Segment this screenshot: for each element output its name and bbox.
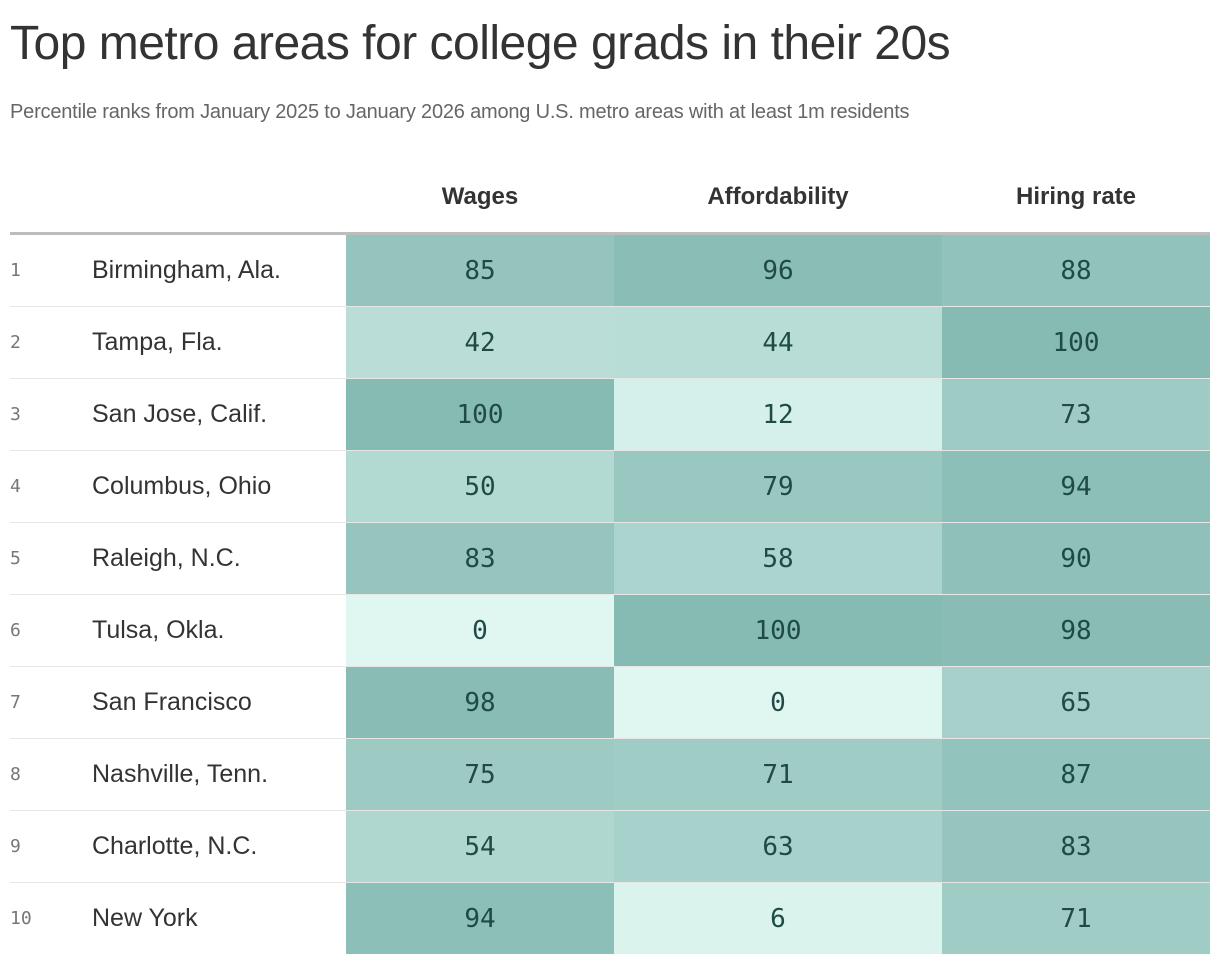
heat-cell-hiring-rate: 83 — [942, 810, 1210, 883]
heat-cell-hiring-rate: 87 — [942, 738, 1210, 811]
metro-label: San Jose, Calif. — [92, 378, 346, 451]
chart-title: Top metro areas for college grads in the… — [10, 17, 951, 70]
heat-cell-affordability: 63 — [614, 810, 942, 883]
rank-label: 8 — [10, 738, 92, 811]
metro-header — [92, 162, 346, 235]
heat-cell-wages: 83 — [346, 522, 614, 595]
heat-cell-wages: 54 — [346, 810, 614, 883]
column-header-wages: Wages — [346, 162, 614, 235]
metro-label: Tulsa, Okla. — [92, 594, 346, 667]
chart-subtitle: Percentile ranks from January 2025 to Ja… — [10, 101, 910, 123]
table-row: 6 Tulsa, Okla. 0 100 98 — [10, 594, 1210, 667]
metro-label: Raleigh, N.C. — [92, 522, 346, 595]
rank-label: 2 — [10, 306, 92, 379]
heat-cell-hiring-rate: 88 — [942, 233, 1210, 307]
table-row: 1 Birmingham, Ala. 85 96 88 — [10, 233, 1210, 307]
heat-cell-affordability: 71 — [614, 738, 942, 811]
heat-cell-wages: 75 — [346, 738, 614, 811]
header-row: Wages Affordability Hiring rate — [10, 162, 1210, 235]
heat-cell-hiring-rate: 94 — [942, 450, 1210, 523]
metro-label: San Francisco — [92, 666, 346, 739]
table-row: 10 New York 94 6 71 — [10, 882, 1210, 954]
table-row: 7 San Francisco 98 0 65 — [10, 666, 1210, 739]
metro-label: Birmingham, Ala. — [92, 233, 346, 307]
heatmap-body: 1 Birmingham, Ala. 85 96 88 2 Tampa, Fla. 42 44 1… — [10, 233, 1210, 954]
heat-cell-hiring-rate: 100 — [942, 306, 1210, 379]
heat-cell-wages: 0 — [346, 594, 614, 667]
heat-cell-affordability: 44 — [614, 306, 942, 379]
metro-label: Charlotte, N.C. — [92, 810, 346, 883]
heat-cell-affordability: 79 — [614, 450, 942, 523]
heat-cell-wages: 42 — [346, 306, 614, 379]
rank-label: 1 — [10, 233, 92, 307]
heat-cell-affordability: 0 — [614, 666, 942, 739]
rank-label: 4 — [10, 450, 92, 523]
heat-cell-affordability: 100 — [614, 594, 942, 667]
heat-cell-wages: 85 — [346, 233, 614, 307]
table-row: 2 Tampa, Fla. 42 44 100 — [10, 306, 1210, 379]
rank-header — [10, 162, 92, 235]
heat-cell-affordability: 6 — [614, 882, 942, 954]
rank-label: 6 — [10, 594, 92, 667]
heat-cell-affordability: 58 — [614, 522, 942, 595]
metro-label: Columbus, Ohio — [92, 450, 346, 523]
table-row: 5 Raleigh, N.C. 83 58 90 — [10, 522, 1210, 595]
rank-label: 10 — [10, 908, 32, 929]
metro-label: New York — [92, 904, 198, 932]
table-row: 4 Columbus, Ohio 50 79 94 — [10, 450, 1210, 523]
heatmap-table: Wages Affordability Hiring rate 1 Birming… — [10, 162, 1210, 954]
heat-cell-wages: 94 — [346, 882, 614, 954]
metro-label: Tampa, Fla. — [92, 306, 346, 379]
rank-label: 9 — [10, 810, 92, 883]
table-row: 8 Nashville, Tenn. 75 71 87 — [10, 738, 1210, 811]
column-header-affordability: Affordability — [614, 162, 942, 235]
metro-label: Nashville, Tenn. — [92, 738, 346, 811]
heat-cell-hiring-rate: 65 — [942, 666, 1210, 739]
table-row: 3 San Jose, Calif. 100 12 73 — [10, 378, 1210, 451]
heat-cell-hiring-rate: 71 — [942, 882, 1210, 954]
heat-cell-wages: 50 — [346, 450, 614, 523]
heat-cell-wages: 100 — [346, 378, 614, 451]
rank-label: 7 — [10, 666, 92, 739]
table-row: 9 Charlotte, N.C. 54 63 83 — [10, 810, 1210, 883]
heat-cell-affordability: 12 — [614, 378, 942, 451]
rank-label: 3 — [10, 378, 92, 451]
heat-cell-affordability: 96 — [614, 233, 942, 307]
rank-label: 5 — [10, 522, 92, 595]
heat-cell-wages: 98 — [346, 666, 614, 739]
heat-cell-hiring-rate: 90 — [942, 522, 1210, 595]
heat-cell-hiring-rate: 73 — [942, 378, 1210, 451]
heat-cell-hiring-rate: 98 — [942, 594, 1210, 667]
column-header-hiring-rate: Hiring rate — [942, 162, 1210, 235]
